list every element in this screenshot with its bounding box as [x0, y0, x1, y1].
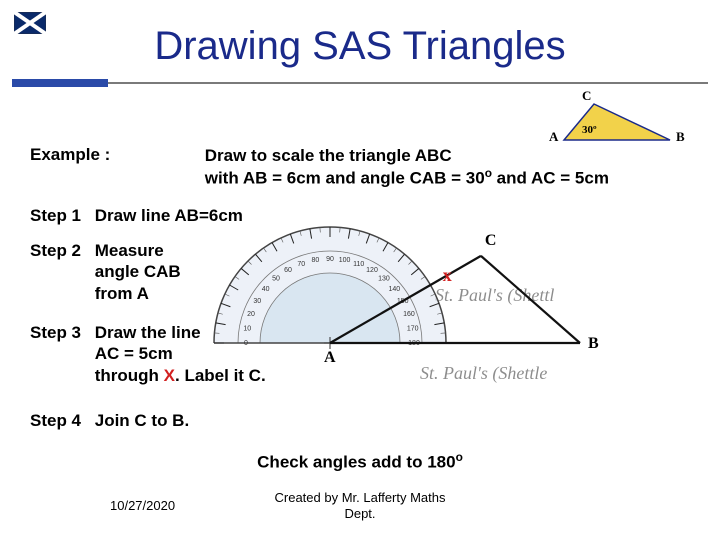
- step-2-l2: angle CAB: [95, 262, 181, 281]
- degree-sup: o: [485, 166, 492, 180]
- credit-l2: Dept.: [344, 506, 375, 521]
- credit-l1: Created by Mr. Lafferty Maths: [275, 490, 446, 505]
- step-2-l1: Measure: [95, 241, 164, 260]
- check-line: Check angles add to 180o: [0, 450, 720, 473]
- step-3-l1: Draw the line: [95, 323, 201, 342]
- check-text: Check angles add to 180: [257, 453, 455, 472]
- step-2-label: Step 2: [30, 240, 90, 261]
- example-row: Example : Draw to scale the triangle ABC…: [30, 145, 690, 189]
- title-underline: [12, 82, 708, 84]
- step-3-l2: AC = 5cm: [95, 344, 173, 363]
- slide-title: Drawing SAS Triangles: [0, 24, 720, 69]
- step-3-l3a: through: [95, 366, 164, 385]
- vertex-A: A: [324, 349, 336, 367]
- ref-label-A: A: [549, 129, 558, 145]
- reference-triangle: A B C 30º: [554, 96, 684, 146]
- title-accent-bar: [12, 79, 108, 87]
- step-4: Step 4 Join C to B.: [30, 410, 189, 431]
- svg-text:x: x: [443, 265, 452, 285]
- drawing-area: St. Paul's (Shettl St. Paul's (Shettle 0…: [210, 215, 610, 410]
- step-2: Step 2 Measure angle CAB from A: [30, 240, 205, 304]
- step-4-body: Join C to B.: [95, 410, 189, 431]
- triangle-svg: x: [220, 215, 600, 400]
- example-label: Example :: [30, 145, 200, 165]
- example-text: Draw to scale the triangle ABC with AB =…: [205, 145, 675, 189]
- example-line1: Draw to scale the triangle ABC: [205, 146, 452, 165]
- check-deg: o: [456, 450, 463, 464]
- ref-label-C: C: [582, 88, 591, 104]
- step-2-l3: from A: [95, 284, 149, 303]
- step-4-label: Step 4: [30, 410, 90, 431]
- vertex-C: C: [485, 232, 497, 250]
- ref-label-angle: 30º: [582, 124, 597, 136]
- step-1-label: Step 1: [30, 205, 90, 226]
- step-3-x: X: [164, 366, 175, 385]
- ref-label-B: B: [676, 129, 685, 145]
- example-line2a: with AB = 6cm and angle CAB = 30: [205, 169, 485, 188]
- step-3-label: Step 3: [30, 322, 90, 343]
- example-line2b: and AC = 5cm: [492, 169, 609, 188]
- step-2-body: Measure angle CAB from A: [95, 240, 205, 304]
- footer-credit: Created by Mr. Lafferty Maths Dept.: [0, 490, 720, 521]
- vertex-B: B: [588, 335, 599, 353]
